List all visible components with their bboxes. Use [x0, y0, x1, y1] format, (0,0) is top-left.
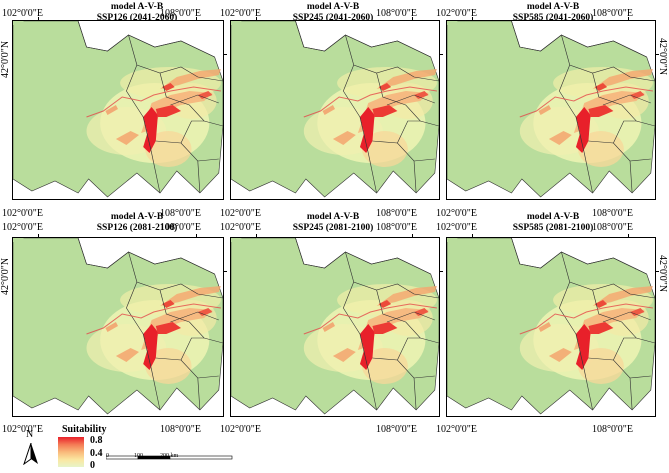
suitability-map — [231, 21, 439, 198]
map-frame — [12, 20, 224, 200]
lon-tick-bottom: 108°0'0"E — [592, 208, 633, 219]
lat-tick-mark — [656, 271, 659, 272]
suitability-map — [447, 238, 655, 415]
map-frame — [230, 237, 440, 417]
north-arrow-icon — [23, 443, 38, 465]
lon-tick-bottom: 102°0'0"E — [2, 208, 43, 219]
panel-model-label: model A-V-B — [110, 212, 164, 222]
legend-low-value: 0 — [90, 460, 95, 471]
lat-tick-left: 42°0'0"N — [0, 257, 11, 295]
lon-tick-bottom: 108°0'0"E — [160, 424, 201, 435]
panel-scenario-label: SSP245 (2041-2060) — [292, 13, 374, 23]
lon-tick-top: 108°0'0"E — [592, 8, 633, 19]
lon-tick-mark — [472, 234, 473, 237]
panel-scenario-label: SSP126 (2041-2060) — [96, 13, 178, 23]
panel-title: model A-V-B SSP585 (2081-2100) — [478, 212, 628, 234]
scale-label-100: 100 — [134, 453, 143, 459]
lon-tick-bottom: 102°0'0"E — [2, 424, 43, 435]
lon-tick-mark — [38, 17, 39, 20]
scale-label-200: 200 km — [160, 453, 179, 459]
lon-tick-bottom: 108°0'0"E — [160, 208, 201, 219]
lon-tick-mark — [256, 17, 257, 20]
scale-bar — [106, 455, 233, 460]
lon-tick-bottom: 102°0'0"E — [436, 208, 477, 219]
panel-model-label: model A-V-B — [306, 212, 360, 222]
panel-title: model A-V-B SSP126 (2041-2060) — [62, 2, 212, 24]
lon-tick-bottom: 108°0'0"E — [376, 208, 417, 219]
lon-tick-top: 108°0'0"E — [376, 8, 417, 19]
panel-title: model A-V-B SSP585 (2041-2060) — [478, 2, 628, 24]
lon-tick-top: 102°0'0"E — [2, 222, 43, 233]
lon-tick-top: 102°0'0"E — [436, 222, 477, 233]
lon-tick-bottom: 102°0'0"E — [220, 208, 261, 219]
lon-tick-mark — [196, 17, 197, 20]
lat-tick-mark — [224, 271, 227, 272]
lon-tick-top: 102°0'0"E — [436, 8, 477, 19]
suitability-map — [447, 21, 655, 198]
legend-mid-value: 0.4 — [90, 448, 103, 459]
map-frame — [230, 20, 440, 200]
lon-tick-mark — [472, 17, 473, 20]
lon-tick-top: 108°0'0"E — [376, 222, 417, 233]
lon-tick-bottom: 108°0'0"E — [592, 424, 633, 435]
scale-label-0: 0 — [106, 453, 109, 459]
panel-scenario-label: SSP126 (2081-2100) — [96, 223, 178, 233]
lat-tick-left: 42°0'0"N — [0, 40, 11, 78]
lon-tick-mark — [628, 17, 629, 20]
lon-tick-mark — [38, 234, 39, 237]
panel-title: model A-V-B SSP126 (2081-2100) — [62, 212, 212, 234]
panel-model-label: model A-V-B — [306, 2, 360, 12]
panel-scenario-label: SSP245 (2081-2100) — [292, 223, 374, 233]
map-frame — [446, 237, 656, 417]
suitability-map — [13, 238, 223, 415]
lon-tick-mark — [256, 234, 257, 237]
north-label: N — [26, 429, 34, 440]
legend-high-value: 0.8 — [90, 435, 103, 446]
lon-tick-mark — [412, 17, 413, 20]
panel-model-label: model A-V-B — [110, 2, 164, 12]
lon-tick-top: 102°0'0"E — [220, 222, 261, 233]
lon-tick-top: 108°0'0"E — [592, 222, 633, 233]
panel-model-label: model A-V-B — [526, 2, 580, 12]
lon-tick-top: 102°0'0"E — [220, 8, 261, 19]
panel-title: model A-V-B SSP245 (2081-2100) — [258, 212, 408, 234]
lon-tick-bottom: 108°0'0"E — [376, 424, 417, 435]
panel-model-label: model A-V-B — [526, 212, 580, 222]
lat-tick-mark — [224, 54, 227, 55]
lon-tick-mark — [196, 234, 197, 237]
panel-scenario-label: SSP585 (2041-2060) — [512, 13, 594, 23]
legend-title: Suitability — [62, 424, 107, 435]
legend: N Suitability 0.8 0.4 0 0 100 200 km — [10, 424, 410, 471]
map-frame — [12, 237, 224, 417]
panel-title: model A-V-B SSP245 (2041-2060) — [258, 2, 408, 24]
legend-color-ramp — [58, 437, 84, 467]
lon-tick-top: 108°0'0"E — [160, 222, 201, 233]
lat-tick-mark — [440, 271, 443, 272]
lon-tick-mark — [628, 234, 629, 237]
lat-tick-right: 42°0'0"N — [657, 38, 668, 76]
lat-tick-mark — [440, 54, 443, 55]
lat-tick-mark — [656, 54, 659, 55]
lon-tick-mark — [412, 234, 413, 237]
map-frame — [446, 20, 656, 200]
lat-tick-right: 42°0'0"N — [657, 255, 668, 293]
suitability-map — [231, 238, 439, 415]
panel-scenario-label: SSP585 (2081-2100) — [512, 223, 594, 233]
lon-tick-top: 108°0'0"E — [160, 8, 201, 19]
suitability-map — [13, 21, 223, 198]
lon-tick-top: 102°0'0"E — [2, 8, 43, 19]
lon-tick-bottom: 102°0'0"E — [220, 424, 261, 435]
lon-tick-bottom: 102°0'0"E — [436, 424, 477, 435]
